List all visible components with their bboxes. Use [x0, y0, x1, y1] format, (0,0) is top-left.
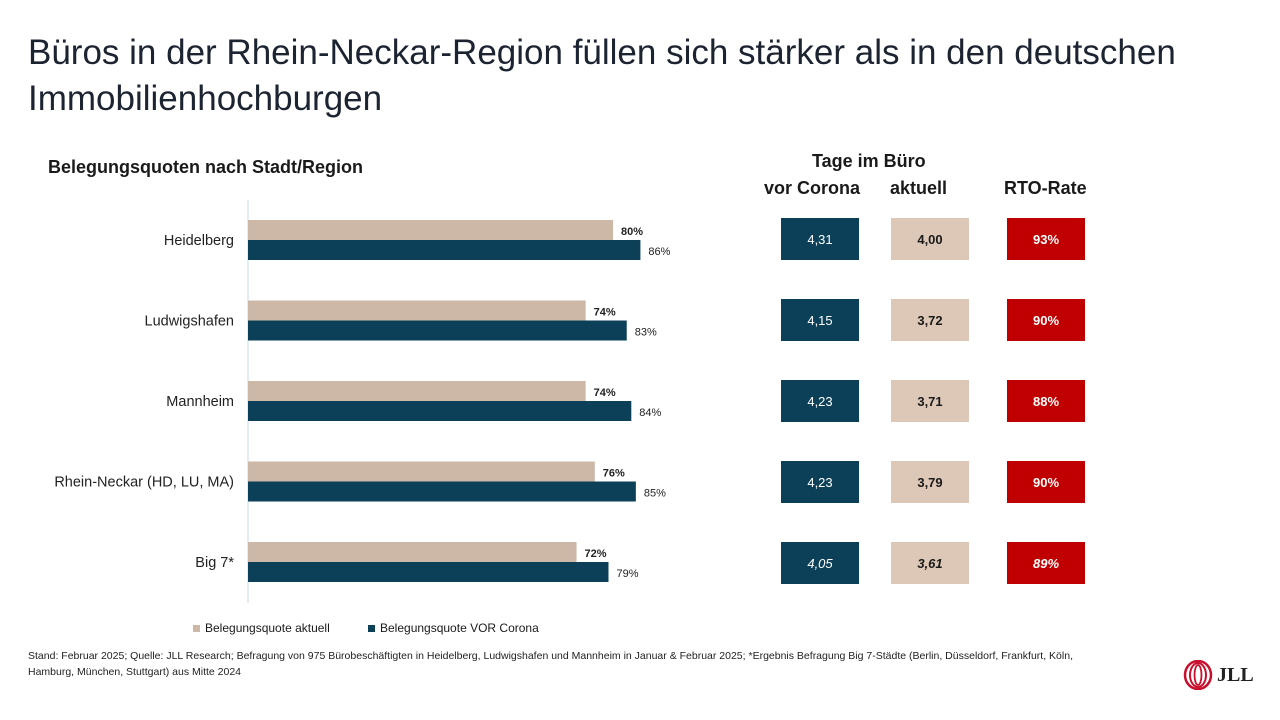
bar-vor-corona	[248, 401, 632, 421]
box-aktuell: 4,00	[891, 218, 969, 260]
legend-swatch-aktuell	[193, 624, 200, 632]
data-label-vor-corona: 86%	[648, 246, 670, 258]
bar-aktuell	[248, 220, 614, 240]
jll-logo: JLL	[1183, 660, 1254, 690]
legend-item-vor-corona: Belegungsquote VOR Corona	[368, 621, 539, 635]
category-label: Big 7*	[195, 555, 234, 571]
legend-label-aktuell: Belegungsquote aktuell	[205, 621, 330, 635]
footnote: Stand: Februar 2025; Quelle: JLL Researc…	[28, 650, 1073, 678]
box-vor-corona: 4,23	[781, 380, 859, 422]
box-vor-corona: 4,23	[781, 461, 859, 503]
bar-vor-corona	[248, 240, 641, 260]
data-label-aktuell: 72%	[585, 548, 607, 560]
box-aktuell: 3,61	[891, 542, 969, 584]
bar-vor-corona	[248, 320, 627, 341]
category-label: Heidelberg	[164, 233, 234, 249]
data-label-vor-corona: 83%	[635, 327, 657, 339]
bar-aktuell	[248, 542, 577, 562]
box-rto: 89%	[1007, 542, 1085, 584]
table-header-days: Tage im Büro	[812, 151, 926, 171]
page-title: Büros in der Rhein-Neckar-Region füllen …	[28, 33, 1176, 118]
bar-aktuell	[248, 381, 586, 401]
chart-subtitle: Belegungsquoten nach Stadt/Region	[48, 157, 364, 177]
data-label-aktuell: 76%	[603, 468, 625, 480]
bar-chart: Heidelberg 80% 86% Ludwigshafen 74% 83% Mannhe…	[54, 200, 671, 603]
data-label-aktuell: 80%	[621, 226, 643, 238]
box-aktuell: 3,79	[891, 461, 969, 503]
box-aktuell: 3,71	[891, 380, 969, 422]
box-vor-corona: 4,15	[781, 299, 859, 341]
bar-aktuell	[248, 461, 595, 482]
bar-aktuell	[248, 300, 586, 321]
box-rto: 90%	[1007, 461, 1085, 503]
data-label-vor-corona: 85%	[644, 488, 666, 500]
jll-logo-icon	[1183, 660, 1213, 690]
data-label-vor-corona: 84%	[639, 407, 661, 419]
legend-item-aktuell: Belegungsquote aktuell	[193, 621, 330, 635]
box-rto: 90%	[1007, 299, 1085, 341]
data-label-aktuell: 74%	[594, 387, 616, 399]
data-label-aktuell: 74%	[594, 307, 616, 319]
box-vor-corona: 4,31	[781, 218, 859, 260]
category-label: Mannheim	[166, 394, 234, 410]
table-header-rto: RTO-Rate	[1004, 178, 1087, 198]
table-header-vor-corona: vor Corona	[764, 178, 861, 198]
box-rto: 93%	[1007, 218, 1085, 260]
bar-vor-corona	[248, 562, 609, 582]
category-label: Ludwigshafen	[145, 314, 235, 330]
box-aktuell: 3,72	[891, 299, 969, 341]
table-header-aktuell: aktuell	[890, 178, 948, 198]
data-label-vor-corona: 79%	[616, 568, 638, 580]
jll-logo-text: JLL	[1217, 663, 1254, 686]
box-rto: 88%	[1007, 380, 1085, 422]
bar-vor-corona	[248, 481, 636, 502]
legend-label-vor-corona: Belegungsquote VOR Corona	[380, 621, 539, 635]
box-vor-corona: 4,05	[781, 542, 859, 584]
legend-swatch-vor-corona	[368, 624, 375, 632]
category-label: Rhein-Neckar (HD, LU, MA)	[54, 475, 234, 491]
